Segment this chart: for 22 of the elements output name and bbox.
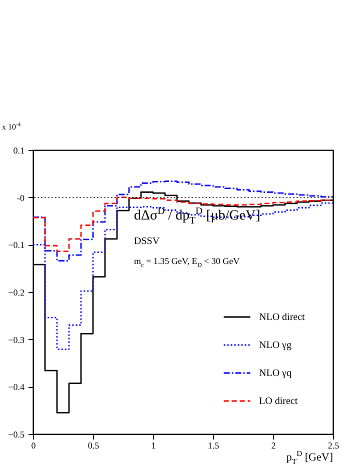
x-tick-label: 0.5 xyxy=(88,440,100,450)
legend-label: NLO direct xyxy=(259,312,306,323)
x-tick-label: 0 xyxy=(31,440,36,450)
x-tick-label: 2 xyxy=(271,440,276,450)
annotation: m$_{c}$ = 1.35 GeV, E$_{D}$ < 30 GeV xyxy=(134,256,240,269)
y-tick-label: −0.5 xyxy=(8,430,25,440)
x-tick-label: 2.5 xyxy=(328,440,340,450)
legend-label: NLO γg xyxy=(259,340,292,351)
y-tick-label: 0.1 xyxy=(13,146,24,156)
annotation: dΔσ$^{D}$ / dp$_{T}$$^{D}$ [μb/GeV] xyxy=(134,206,260,226)
y-tick-label: −0.1 xyxy=(8,240,24,250)
x-tick-label: 1 xyxy=(151,440,156,450)
y-tick-label: −0.3 xyxy=(8,334,25,345)
text: x 10$^{-4}$ xyxy=(2,122,21,132)
legend-label: LO direct xyxy=(259,396,298,407)
y-tick-label: −0.2 xyxy=(8,288,24,298)
legend-label: NLO γq xyxy=(259,368,292,379)
y-tick-label: −0.4 xyxy=(8,382,25,392)
y-tick-label: -0 xyxy=(17,192,25,203)
x-tick-label: 1.5 xyxy=(208,440,220,450)
x-axis-title: p$_{T}$$^{D}$ [GeV] xyxy=(286,449,333,466)
annotation: DSSV xyxy=(134,236,160,247)
